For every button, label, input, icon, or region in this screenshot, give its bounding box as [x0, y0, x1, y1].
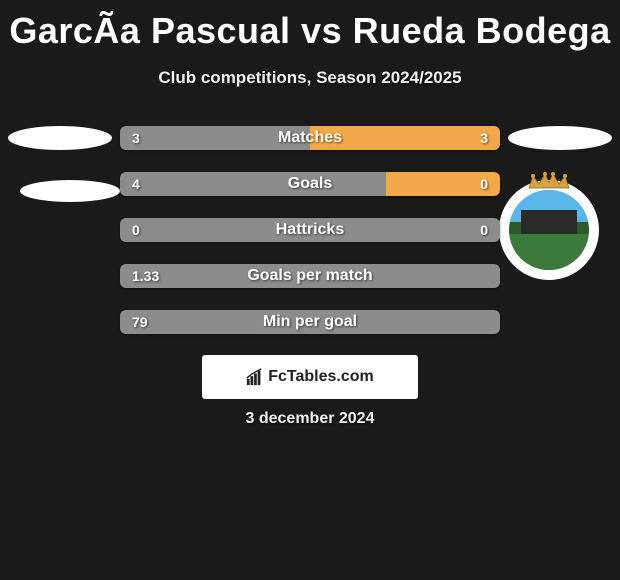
page-title: GarcÃ­a Pascual vs Rueda Bodega: [0, 0, 620, 52]
stat-value-right: 0: [480, 218, 488, 242]
stat-row: Goals per match1.33: [120, 264, 500, 288]
stat-row: Goals4 0: [120, 172, 500, 196]
brand-text: FcTables.com: [268, 368, 374, 386]
comparison-card: GarcÃ­a Pascual vs Rueda Bodega Club com…: [0, 0, 620, 580]
stat-value-left: 1.33: [132, 264, 159, 288]
page-subtitle: Club competitions, Season 2024/2025: [0, 68, 620, 88]
stat-label: Matches: [120, 126, 500, 150]
brand-badge: FcTables.com: [202, 355, 418, 399]
stat-value-left: 79: [132, 310, 148, 334]
stat-row: Hattricks0 0: [120, 218, 500, 242]
stat-value-right: 0: [480, 172, 488, 196]
stat-label: Min per goal: [120, 310, 500, 334]
stat-value-left: 4: [132, 172, 140, 196]
stat-label: Goals: [120, 172, 500, 196]
stat-row: Matches3 3: [120, 126, 500, 150]
stat-value-left: 3: [132, 126, 140, 150]
chart-icon: [246, 368, 264, 386]
stat-label: Goals per match: [120, 264, 500, 288]
stats-table: Matches33Goals40Hattricks00Goals per mat…: [0, 126, 620, 356]
stat-row: Min per goal79: [120, 310, 500, 334]
stat-label: Hattricks: [120, 218, 500, 242]
date-text: 3 december 2024: [0, 410, 620, 428]
stat-value-left: 0: [132, 218, 140, 242]
stat-value-right: 3: [480, 126, 488, 150]
